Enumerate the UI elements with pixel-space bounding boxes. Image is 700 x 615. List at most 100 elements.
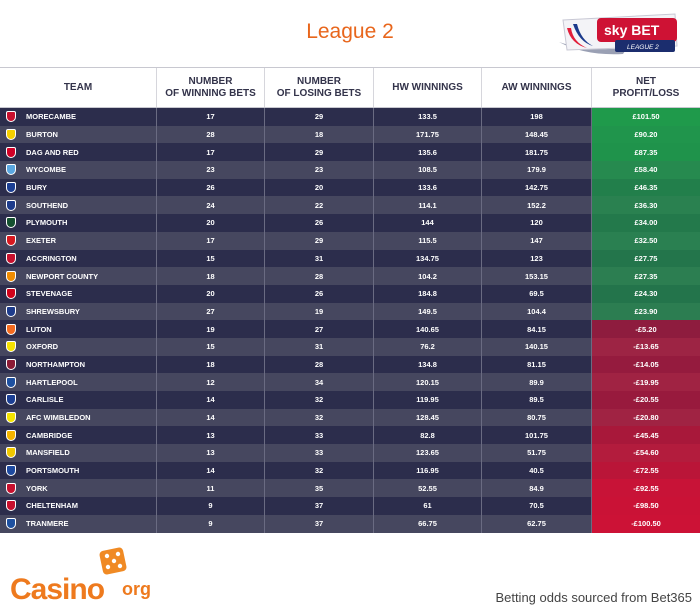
net-profit-cell: £90.20 — [592, 125, 700, 144]
team-cell: SHREWSBURY — [0, 302, 157, 321]
winning-bets-cell: 17 — [157, 143, 265, 162]
winning-bets-cell: 18 — [157, 267, 265, 285]
team-cell: STEVENAGE — [0, 284, 157, 303]
header-hw-winnings: HW WINNINGS — [374, 68, 482, 107]
net-profit-cell: £46.35 — [592, 178, 700, 197]
losing-bets-cell: 37 — [265, 514, 374, 533]
hw-winnings-cell: 82.8 — [374, 426, 482, 445]
losing-bets-cell: 18 — [265, 125, 374, 144]
table-row: OXFORD 15 31 76.2 140.15 -£13.65 — [0, 337, 700, 356]
net-profit-cell: -£20.80 — [592, 408, 700, 427]
hw-winnings-cell: 52.55 — [374, 479, 482, 498]
losing-bets-cell: 22 — [265, 196, 374, 215]
net-profit-cell: -£100.50 — [592, 514, 700, 533]
team-cell: YORK — [0, 479, 157, 498]
hw-winnings-cell: 133.6 — [374, 178, 482, 197]
hw-winnings-cell: 135.6 — [374, 143, 482, 162]
team-name: PLYMOUTH — [26, 218, 68, 228]
hw-winnings-cell: 144 — [374, 214, 482, 232]
table-row: EXETER 17 29 115.5 147 £32.50 — [0, 231, 700, 250]
logo-sub-text: LEAGUE 2 — [627, 44, 659, 51]
aw-winnings-cell: 80.75 — [482, 408, 592, 427]
losing-bets-cell: 19 — [265, 302, 374, 321]
team-cell: CAMBRIDGE — [0, 426, 157, 445]
table-row: PLYMOUTH 20 26 144 120 £34.00 — [0, 214, 700, 232]
team-name: NORTHAMPTON — [26, 359, 86, 369]
team-cell: ACCRINGTON — [0, 249, 157, 268]
net-profit-cell: £101.50 — [592, 108, 700, 126]
team-cell: BURY — [0, 178, 157, 197]
winning-bets-cell: 14 — [157, 461, 265, 480]
team-cell: EXETER — [0, 231, 157, 250]
table-row: HARTLEPOOL 12 34 120.15 89.9 -£19.95 — [0, 373, 700, 391]
team-crest-icon — [6, 129, 16, 141]
casino-suffix-text: org — [122, 579, 151, 599]
dice-icon — [99, 547, 127, 575]
header-net-profit: NET PROFIT/LOSS — [612, 75, 680, 99]
net-profit-cell: -£72.55 — [592, 461, 700, 480]
winning-bets-cell: 14 — [157, 408, 265, 427]
team-crest-icon — [6, 412, 16, 424]
hw-winnings-cell: 104.2 — [374, 267, 482, 285]
losing-bets-cell: 26 — [265, 214, 374, 232]
team-name: YORK — [26, 483, 48, 493]
table-row: PORTSMOUTH 14 32 116.95 40.5 -£72.55 — [0, 461, 700, 480]
winning-bets-cell: 26 — [157, 178, 265, 197]
team-crest-icon — [6, 500, 16, 512]
aw-winnings-cell: 101.75 — [482, 426, 592, 445]
losing-bets-cell: 23 — [265, 161, 374, 179]
team-crest-icon — [6, 341, 16, 353]
team-name: MORECAMBE — [26, 112, 76, 122]
aw-winnings-cell: 142.75 — [482, 178, 592, 197]
table-row: CHELTENHAM 9 37 61 70.5 -£98.50 — [0, 497, 700, 515]
aw-winnings-cell: 140.15 — [482, 337, 592, 356]
winning-bets-cell: 14 — [157, 391, 265, 409]
team-crest-icon — [6, 482, 16, 494]
team-name: LUTON — [26, 324, 52, 334]
hw-winnings-cell: 115.5 — [374, 231, 482, 250]
losing-bets-cell: 37 — [265, 497, 374, 515]
team-name: PORTSMOUTH — [26, 466, 80, 476]
hw-winnings-cell: 108.5 — [374, 161, 482, 179]
table-row: MANSFIELD 13 33 123.65 51.75 -£54.60 — [0, 444, 700, 462]
table-row: TRANMERE 9 37 66.75 62.75 -£100.50 — [0, 514, 700, 533]
team-cell: CHELTENHAM — [0, 497, 157, 515]
aw-winnings-cell: 81.15 — [482, 355, 592, 374]
net-profit-cell: -£92.55 — [592, 479, 700, 498]
table-body: MORECAMBE 17 29 133.5 198 £101.50 BURTON 28 18 17… — [0, 108, 700, 533]
team-cell: BURTON — [0, 125, 157, 144]
team-crest-icon — [6, 182, 16, 194]
aw-winnings-cell: 181.75 — [482, 143, 592, 162]
net-profit-cell: £58.40 — [592, 161, 700, 179]
losing-bets-cell: 29 — [265, 108, 374, 126]
table-row: SOUTHEND 24 22 114.1 152.2 £36.30 — [0, 196, 700, 215]
team-crest-icon — [6, 323, 16, 335]
casino-brand-text: Casino — [10, 573, 105, 606]
aw-winnings-cell: 62.75 — [482, 514, 592, 533]
team-name: TRANMERE — [26, 519, 69, 529]
team-name: MANSFIELD — [26, 448, 70, 458]
winning-bets-cell: 12 — [157, 373, 265, 391]
net-profit-cell: -£54.60 — [592, 444, 700, 462]
losing-bets-cell: 34 — [265, 373, 374, 391]
winning-bets-cell: 17 — [157, 231, 265, 250]
net-profit-cell: £36.30 — [592, 196, 700, 215]
team-name: OXFORD — [26, 342, 59, 352]
team-cell: MANSFIELD — [0, 444, 157, 462]
team-name: CARLISLE — [26, 395, 64, 405]
aw-winnings-cell: 153.15 — [482, 267, 592, 285]
team-cell: NEWPORT COUNTY — [0, 267, 157, 285]
winning-bets-cell: 18 — [157, 355, 265, 374]
winning-bets-cell: 20 — [157, 284, 265, 303]
losing-bets-cell: 28 — [265, 355, 374, 374]
hw-winnings-cell: 123.65 — [374, 444, 482, 462]
hw-winnings-cell: 134.8 — [374, 355, 482, 374]
hw-winnings-cell: 114.1 — [374, 196, 482, 215]
team-cell: HARTLEPOOL — [0, 373, 157, 391]
team-crest-icon — [6, 394, 16, 406]
table-row: SHREWSBURY 27 19 149.5 104.4 £23.90 — [0, 302, 700, 321]
aw-winnings-cell: 89.9 — [482, 373, 592, 391]
team-cell: LUTON — [0, 320, 157, 338]
table-row: NEWPORT COUNTY 18 28 104.2 153.15 £27.35 — [0, 267, 700, 285]
team-cell: CARLISLE — [0, 391, 157, 409]
